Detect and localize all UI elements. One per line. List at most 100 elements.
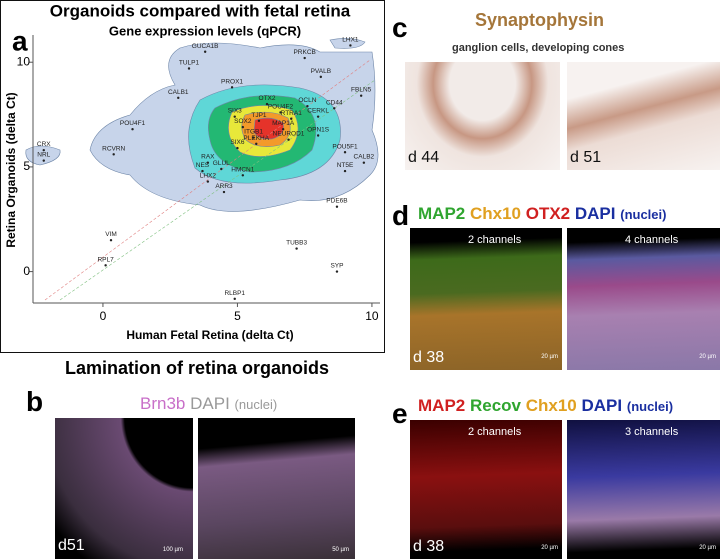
point-label: ARR3 (215, 183, 233, 190)
stain-legend: MAP2 Recov Chx10 DAPI (nuclei) (418, 396, 673, 416)
reference-line (59, 79, 376, 301)
point (343, 169, 347, 173)
day-label: d 51 (570, 149, 602, 166)
panel-a-frame (0, 0, 385, 353)
point-label: RCVRN (102, 145, 125, 152)
point (335, 270, 339, 273)
y-tick-label: 10 (17, 54, 31, 68)
stain-legend: MAP2 Chx10 OTX2 DAPI (nuclei) (418, 204, 666, 224)
point-label: TUBB3 (286, 240, 307, 247)
stain: DAPI (581, 396, 623, 415)
point-label: PLEKHA (243, 135, 269, 142)
day-label: d 38 (413, 538, 445, 555)
point-label: LHX1 (342, 36, 359, 43)
stain: DAPI (190, 394, 230, 413)
scale-bar: 100 µm (162, 547, 183, 553)
point-label: GUCA1B (192, 43, 219, 50)
point-label: CALB1 (168, 89, 189, 96)
point-label: OCLN (298, 97, 316, 104)
point-label: OTX2 (259, 95, 276, 102)
contours (25, 38, 379, 301)
micrograph: 4 channels 20 µm (567, 228, 720, 370)
point (220, 167, 223, 171)
point (131, 128, 134, 131)
channel-label: 4 channels (625, 234, 679, 246)
point (287, 138, 290, 141)
panel-title: Synaptophysin (475, 10, 605, 30)
point-label: POU5F1 (332, 143, 358, 150)
reference-line (44, 59, 371, 301)
micrograph: 50 µm (198, 418, 355, 559)
point (42, 148, 45, 152)
point (319, 75, 323, 79)
stain: (nuclei) (234, 397, 278, 412)
scale-bar: 50 µm (332, 547, 349, 553)
point (206, 180, 210, 183)
point-label: VIM (105, 231, 117, 238)
point (359, 94, 363, 97)
contour-level (253, 117, 284, 140)
stain: Chx10 (525, 396, 577, 415)
point-label: PVALB (311, 68, 331, 75)
point (203, 50, 207, 53)
point (222, 190, 226, 194)
point-label: NRL (37, 152, 50, 159)
scale-bar: 20 µm (699, 545, 716, 551)
panel-subtitle: ganglion cells, developing cones (452, 42, 625, 54)
point-label: RTRA1 (281, 110, 303, 117)
panel-letter: d (392, 200, 410, 231)
point (333, 107, 336, 110)
x-tick-label: 10 (365, 309, 379, 323)
point-label: POU4F1 (120, 120, 146, 127)
point-label: SIX3 (228, 108, 242, 115)
point-label: GLUL (213, 160, 230, 167)
point (104, 264, 107, 267)
point (252, 136, 255, 139)
point (306, 104, 309, 108)
point (343, 151, 347, 154)
scale-bar: 20 µm (699, 354, 716, 360)
point-label: SOX2 (234, 118, 252, 125)
point-label: RPL7 (97, 256, 114, 263)
point (290, 117, 293, 120)
point (255, 142, 258, 146)
micrograph: 2 channels d 38 20 µm (410, 420, 562, 559)
point (230, 86, 234, 89)
panel-letter: c (392, 12, 408, 43)
point (233, 297, 236, 301)
micrograph: 3 channels 20 µm (567, 420, 720, 559)
chart-subtitle: Gene expression levels (qPCR) (109, 23, 301, 38)
y-axis-label: Retina Organoids (delta Ct) (4, 92, 18, 247)
y-tick-label: 5 (23, 159, 30, 173)
point-label: TULP1 (179, 60, 200, 67)
point (335, 205, 339, 208)
point-label: SYP (330, 263, 343, 270)
point (279, 111, 282, 114)
point (303, 56, 306, 60)
point-label: MAP1A (272, 120, 295, 127)
point-label: CALB2 (354, 154, 375, 161)
point (201, 169, 204, 173)
point (241, 174, 245, 177)
point (257, 119, 261, 123)
x-tick-label: 0 (100, 309, 107, 323)
point-label: NT5E (337, 162, 354, 169)
stain: OTX2 (525, 204, 571, 223)
point-label: HMCN1 (231, 166, 254, 173)
stain: Recov (469, 396, 521, 415)
channel-label: 2 channels (468, 234, 522, 246)
point-label: LHX2 (200, 173, 217, 180)
point-label: NES (196, 162, 210, 169)
stain: MAP2 (418, 396, 466, 415)
channel-label: 2 channels (468, 426, 522, 438)
point (177, 96, 180, 100)
point (236, 146, 239, 150)
point-label: POU4F2 (268, 103, 294, 110)
channel-label: 3 channels (625, 426, 679, 438)
stain: MAP2 (418, 204, 466, 223)
chart: Organoids compared with fetal retina Gen… (4, 1, 380, 342)
stain-legend: Brn3b DAPI (nuclei) (140, 394, 277, 414)
scale-bar: 20 µm (541, 545, 558, 551)
section-title: Lamination of retina organoids (65, 358, 330, 378)
